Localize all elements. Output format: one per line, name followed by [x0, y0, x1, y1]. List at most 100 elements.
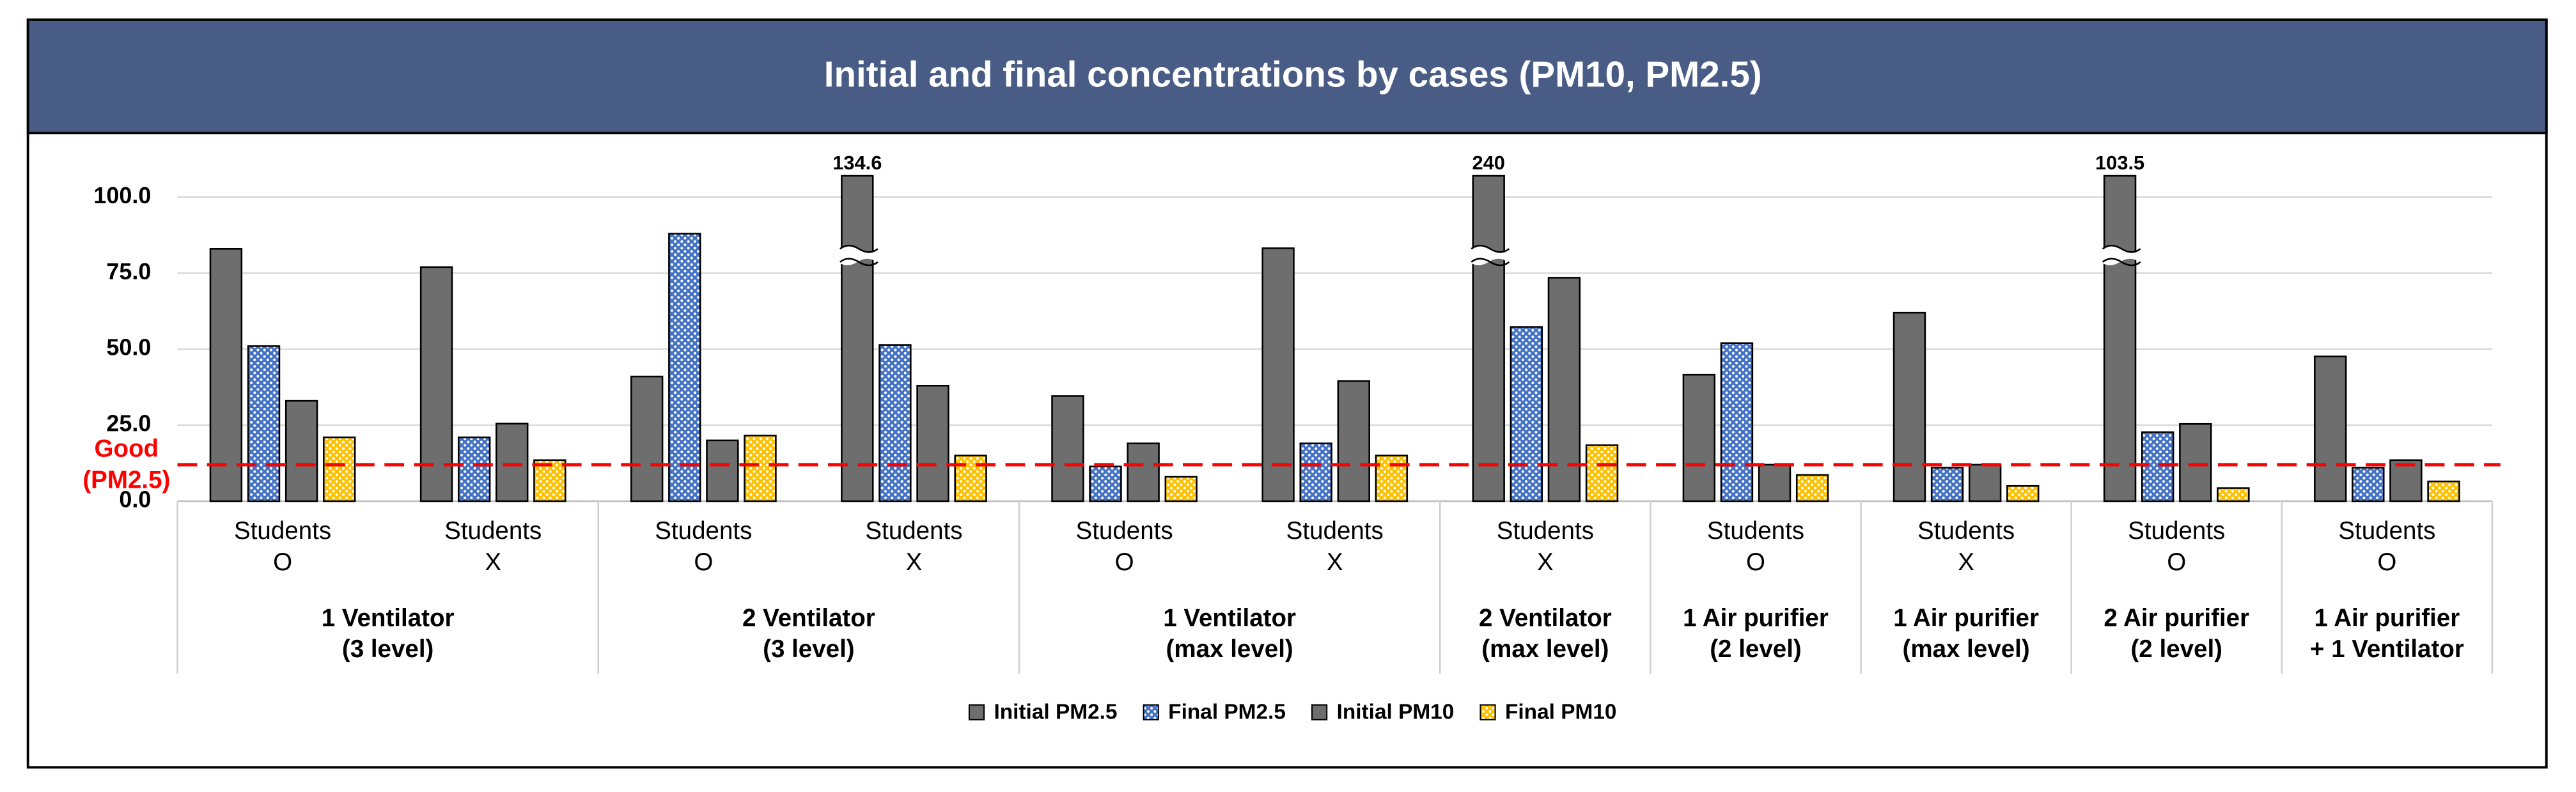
x-tick-label: O [1115, 548, 1134, 576]
bar [2314, 355, 2347, 502]
group-label: 2 Air purifier [2104, 604, 2249, 632]
bar [419, 266, 453, 502]
bar [1510, 326, 1543, 502]
bar [285, 400, 318, 502]
x-tick-label: Students [1076, 517, 1173, 545]
group-label: 1 Air purifier [2314, 604, 2460, 632]
bar [533, 459, 566, 502]
legend-swatch [968, 704, 985, 720]
bar [2141, 431, 2174, 502]
group-label: 2 Ventilator [1479, 604, 1612, 632]
bar [2103, 175, 2137, 502]
bar [954, 454, 987, 502]
x-tick-label: X [485, 548, 501, 576]
x-tick-label: Students [1286, 517, 1384, 545]
bar [2352, 467, 2385, 502]
group-label: (2 level) [1710, 635, 1802, 663]
legend-swatch [1311, 704, 1328, 720]
bar [706, 439, 739, 502]
bar [457, 436, 491, 502]
bar [668, 233, 701, 502]
data-label: 240 [1472, 151, 1505, 174]
group-label: (max level) [1481, 635, 1609, 663]
bar [1051, 395, 1084, 502]
bar [1472, 175, 1505, 502]
legend-label: Initial PM2.5 [994, 700, 1117, 724]
bar [744, 435, 777, 502]
legend-label: Final PM10 [1505, 700, 1616, 724]
legend-label: Final PM2.5 [1168, 700, 1286, 724]
x-tick-label: X [1327, 548, 1343, 576]
x-tick-label: X [1537, 548, 1554, 576]
group-label: (2 level) [2130, 635, 2222, 663]
x-tick-label: X [906, 548, 923, 576]
x-tick-label: O [2377, 548, 2396, 576]
bar [2389, 459, 2423, 502]
x-tick-label: Students [865, 517, 962, 545]
group-label: + 1 Ventilator [2310, 635, 2464, 663]
x-tick-label: Students [2128, 517, 2225, 545]
group-label: 1 Air purifier [1683, 604, 1829, 632]
bar [2006, 485, 2040, 502]
bar [2427, 480, 2460, 502]
legend-swatch [1479, 704, 1496, 720]
data-label: 134.6 [832, 151, 882, 174]
bar [247, 345, 281, 502]
group-label: 1 Ventilator [1163, 604, 1296, 632]
legend-label: Initial PM10 [1337, 700, 1455, 724]
x-tick-label: Students [1497, 517, 1594, 545]
x-tick-label: Students [2338, 517, 2435, 545]
bar [1585, 444, 1619, 502]
legend-swatch [1143, 704, 1159, 720]
legend: Initial PM2.5 Final PM2.5 Initial PM10 Fina… [968, 700, 1616, 724]
x-tick-label: O [694, 548, 713, 576]
bar [209, 248, 243, 502]
data-label: 103.5 [2095, 151, 2144, 174]
axis-break-line [839, 244, 878, 267]
bar [2217, 487, 2250, 502]
group-label: (3 level) [763, 635, 855, 663]
bar [2179, 423, 2212, 502]
bar [1720, 342, 1754, 502]
bar [1758, 463, 1791, 502]
axis-break [2101, 245, 2139, 266]
x-tick-label: Students [444, 517, 542, 545]
group-label: (max level) [1166, 635, 1293, 663]
x-tick-label: Students [1707, 517, 1804, 545]
bar [1547, 277, 1581, 502]
bar [841, 175, 874, 502]
bar [1337, 380, 1370, 502]
y-tick-label: 25.0 [106, 410, 151, 437]
y-tick-label: 75.0 [106, 258, 151, 284]
y-tick-label: 0.0 [119, 486, 151, 513]
group-label: 1 Air purifier [1893, 604, 2039, 632]
bar [916, 385, 949, 502]
bar [1089, 465, 1122, 502]
bar [1968, 463, 2002, 502]
bar [878, 344, 912, 502]
x-tick-label: O [1746, 548, 1765, 576]
bar [1930, 467, 1964, 502]
bar [1375, 454, 1409, 502]
bar [1299, 442, 1332, 502]
bar [496, 423, 529, 502]
x-tick-label: O [273, 548, 292, 576]
x-tick-label: Students [234, 517, 331, 545]
bar [630, 375, 664, 502]
axis-break-line [2102, 244, 2141, 267]
chart-title: Initial and final concentrations by case… [824, 54, 1762, 95]
x-tick-label: Students [655, 517, 752, 545]
bar [1795, 474, 1829, 502]
group-label: (3 level) [342, 635, 434, 663]
group-label: 2 Ventilator [742, 604, 875, 632]
bar [1893, 311, 1926, 502]
reference-label: (PM2.5) [82, 466, 170, 493]
title-band [26, 18, 2548, 135]
axis-break [1469, 245, 1508, 266]
reference-label: Good [95, 435, 159, 463]
y-tick-label: 50.0 [106, 334, 151, 361]
group-label: (max level) [1903, 635, 2030, 663]
x-tick-label: O [2167, 548, 2186, 576]
axis-break [838, 245, 877, 266]
